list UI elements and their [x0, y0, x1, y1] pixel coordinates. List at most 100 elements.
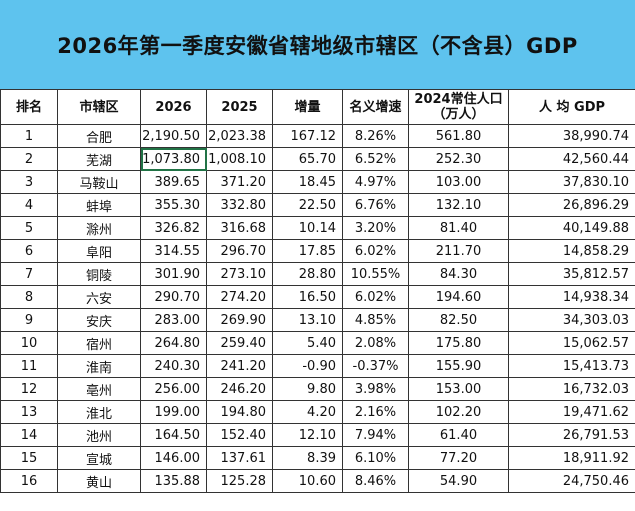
population-cell[interactable]: 82.50 — [408, 308, 509, 332]
rank-cell[interactable]: 4 — [0, 193, 58, 217]
header-2026[interactable]: 2026 — [140, 89, 207, 125]
gdp-2026-cell[interactable]: 256.00 — [140, 377, 207, 401]
gdp-2025-cell[interactable]: 152.40 — [206, 423, 273, 447]
gdp-2025-cell[interactable]: 332.80 — [206, 193, 273, 217]
growth-cell[interactable]: 6.02% — [342, 239, 409, 263]
rank-cell[interactable]: 14 — [0, 423, 58, 447]
gdp-2026-cell[interactable]: 164.50 — [140, 423, 207, 447]
increase-cell[interactable]: 18.45 — [272, 170, 343, 194]
increase-cell[interactable]: 13.10 — [272, 308, 343, 332]
population-cell[interactable]: 84.30 — [408, 262, 509, 286]
increase-cell[interactable]: 28.80 — [272, 262, 343, 286]
rank-cell[interactable]: 15 — [0, 446, 58, 470]
per-capita-cell[interactable]: 14,858.29 — [508, 239, 635, 263]
growth-cell[interactable]: 6.52% — [342, 147, 409, 171]
gdp-2026-cell[interactable]: 326.82 — [140, 216, 207, 240]
population-cell[interactable]: 211.70 — [408, 239, 509, 263]
per-capita-cell[interactable]: 38,990.74 — [508, 124, 635, 148]
growth-cell[interactable]: 6.76% — [342, 193, 409, 217]
gdp-2026-cell[interactable]: 146.00 — [140, 446, 207, 470]
population-cell[interactable]: 102.20 — [408, 400, 509, 424]
population-cell[interactable]: 103.00 — [408, 170, 509, 194]
population-cell[interactable]: 61.40 — [408, 423, 509, 447]
increase-cell[interactable]: 8.39 — [272, 446, 343, 470]
gdp-2025-cell[interactable]: 241.20 — [206, 354, 273, 378]
population-cell[interactable]: 175.80 — [408, 331, 509, 355]
gdp-2025-cell[interactable]: 296.70 — [206, 239, 273, 263]
city-cell[interactable]: 蚌埠 — [57, 193, 141, 217]
gdp-2025-cell[interactable]: 194.80 — [206, 400, 273, 424]
increase-cell[interactable]: 5.40 — [272, 331, 343, 355]
growth-cell[interactable]: -0.37% — [342, 354, 409, 378]
per-capita-cell[interactable]: 34,303.03 — [508, 308, 635, 332]
header-per-capita[interactable]: 人 均 GDP — [508, 89, 635, 125]
gdp-2025-cell[interactable]: 273.10 — [206, 262, 273, 286]
population-cell[interactable]: 561.80 — [408, 124, 509, 148]
rank-cell[interactable]: 10 — [0, 331, 58, 355]
gdp-2026-cell[interactable]: 199.00 — [140, 400, 207, 424]
increase-cell[interactable]: -0.90 — [272, 354, 343, 378]
per-capita-cell[interactable]: 40,149.88 — [508, 216, 635, 240]
increase-cell[interactable]: 22.50 — [272, 193, 343, 217]
growth-cell[interactable]: 6.02% — [342, 285, 409, 309]
city-cell[interactable]: 池州 — [57, 423, 141, 447]
city-cell[interactable]: 马鞍山 — [57, 170, 141, 194]
growth-cell[interactable]: 2.08% — [342, 331, 409, 355]
city-cell[interactable]: 阜阳 — [57, 239, 141, 263]
gdp-2025-cell[interactable]: 371.20 — [206, 170, 273, 194]
increase-cell[interactable]: 10.60 — [272, 469, 343, 493]
growth-cell[interactable]: 10.55% — [342, 262, 409, 286]
city-cell[interactable]: 宿州 — [57, 331, 141, 355]
city-cell[interactable]: 安庆 — [57, 308, 141, 332]
growth-cell[interactable]: 2.16% — [342, 400, 409, 424]
gdp-2025-cell[interactable]: 259.40 — [206, 331, 273, 355]
header-growth[interactable]: 名义增速 — [342, 89, 409, 125]
header-city[interactable]: 市辖区 — [57, 89, 141, 125]
gdp-2025-cell[interactable]: 137.61 — [206, 446, 273, 470]
per-capita-cell[interactable]: 16,732.03 — [508, 377, 635, 401]
gdp-2026-cell[interactable]: 389.65 — [140, 170, 207, 194]
rank-cell[interactable]: 9 — [0, 308, 58, 332]
city-cell[interactable]: 淮南 — [57, 354, 141, 378]
growth-cell[interactable]: 4.97% — [342, 170, 409, 194]
rank-cell[interactable]: 8 — [0, 285, 58, 309]
per-capita-cell[interactable]: 42,560.44 — [508, 147, 635, 171]
rank-cell[interactable]: 2 — [0, 147, 58, 171]
per-capita-cell[interactable]: 26,791.53 — [508, 423, 635, 447]
gdp-2025-cell[interactable]: 2,023.38 — [206, 124, 273, 148]
gdp-2026-cell[interactable]: 301.90 — [140, 262, 207, 286]
header-increase[interactable]: 增量 — [272, 89, 343, 125]
city-cell[interactable]: 亳州 — [57, 377, 141, 401]
city-cell[interactable]: 黄山 — [57, 469, 141, 493]
gdp-2026-cell[interactable]: 1,073.80 — [140, 147, 207, 171]
increase-cell[interactable]: 9.80 — [272, 377, 343, 401]
per-capita-cell[interactable]: 15,413.73 — [508, 354, 635, 378]
rank-cell[interactable]: 13 — [0, 400, 58, 424]
per-capita-cell[interactable]: 14,938.34 — [508, 285, 635, 309]
gdp-2026-cell[interactable]: 290.70 — [140, 285, 207, 309]
population-cell[interactable]: 81.40 — [408, 216, 509, 240]
population-cell[interactable]: 77.20 — [408, 446, 509, 470]
rank-cell[interactable]: 12 — [0, 377, 58, 401]
gdp-2026-cell[interactable]: 283.00 — [140, 308, 207, 332]
growth-cell[interactable]: 3.98% — [342, 377, 409, 401]
gdp-2025-cell[interactable]: 316.68 — [206, 216, 273, 240]
rank-cell[interactable]: 3 — [0, 170, 58, 194]
population-cell[interactable]: 194.60 — [408, 285, 509, 309]
growth-cell[interactable]: 3.20% — [342, 216, 409, 240]
increase-cell[interactable]: 16.50 — [272, 285, 343, 309]
gdp-2025-cell[interactable]: 269.90 — [206, 308, 273, 332]
city-cell[interactable]: 铜陵 — [57, 262, 141, 286]
population-cell[interactable]: 54.90 — [408, 469, 509, 493]
rank-cell[interactable]: 5 — [0, 216, 58, 240]
per-capita-cell[interactable]: 35,812.57 — [508, 262, 635, 286]
per-capita-cell[interactable]: 15,062.57 — [508, 331, 635, 355]
growth-cell[interactable]: 8.26% — [342, 124, 409, 148]
rank-cell[interactable]: 7 — [0, 262, 58, 286]
increase-cell[interactable]: 10.14 — [272, 216, 343, 240]
gdp-2026-cell[interactable]: 264.80 — [140, 331, 207, 355]
gdp-2025-cell[interactable]: 246.20 — [206, 377, 273, 401]
increase-cell[interactable]: 4.20 — [272, 400, 343, 424]
increase-cell[interactable]: 12.10 — [272, 423, 343, 447]
growth-cell[interactable]: 7.94% — [342, 423, 409, 447]
